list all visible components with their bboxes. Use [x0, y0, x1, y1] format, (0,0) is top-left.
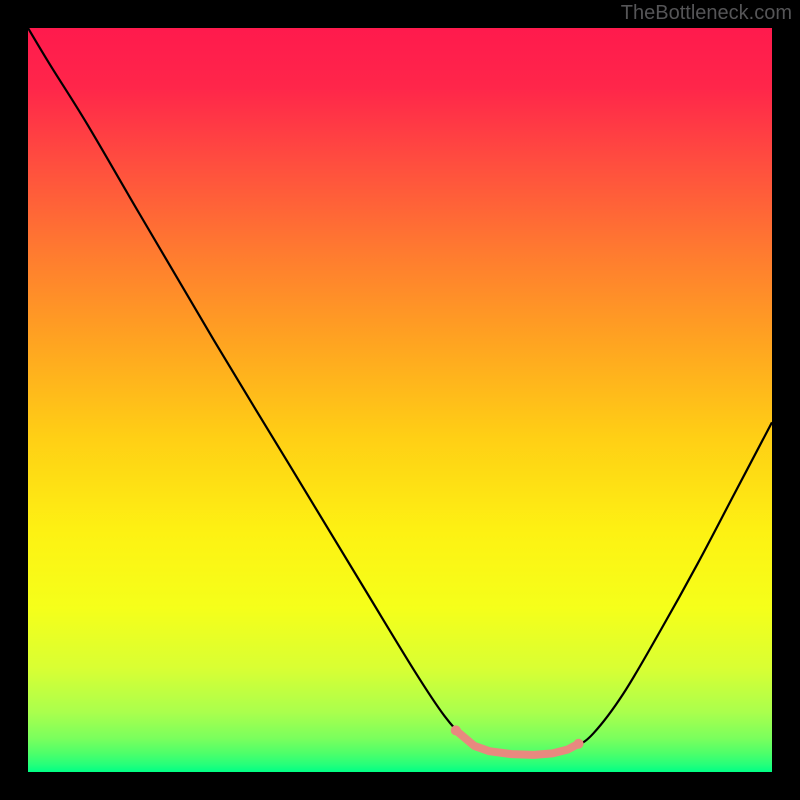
plot-area — [28, 28, 772, 772]
optimal-range-overlay — [451, 725, 584, 755]
chart-frame: TheBottleneck.com — [0, 0, 800, 800]
curve-layer — [28, 28, 772, 772]
bottleneck-curve — [28, 28, 772, 755]
watermark-text: TheBottleneck.com — [621, 2, 792, 25]
chart-border — [0, 0, 800, 800]
